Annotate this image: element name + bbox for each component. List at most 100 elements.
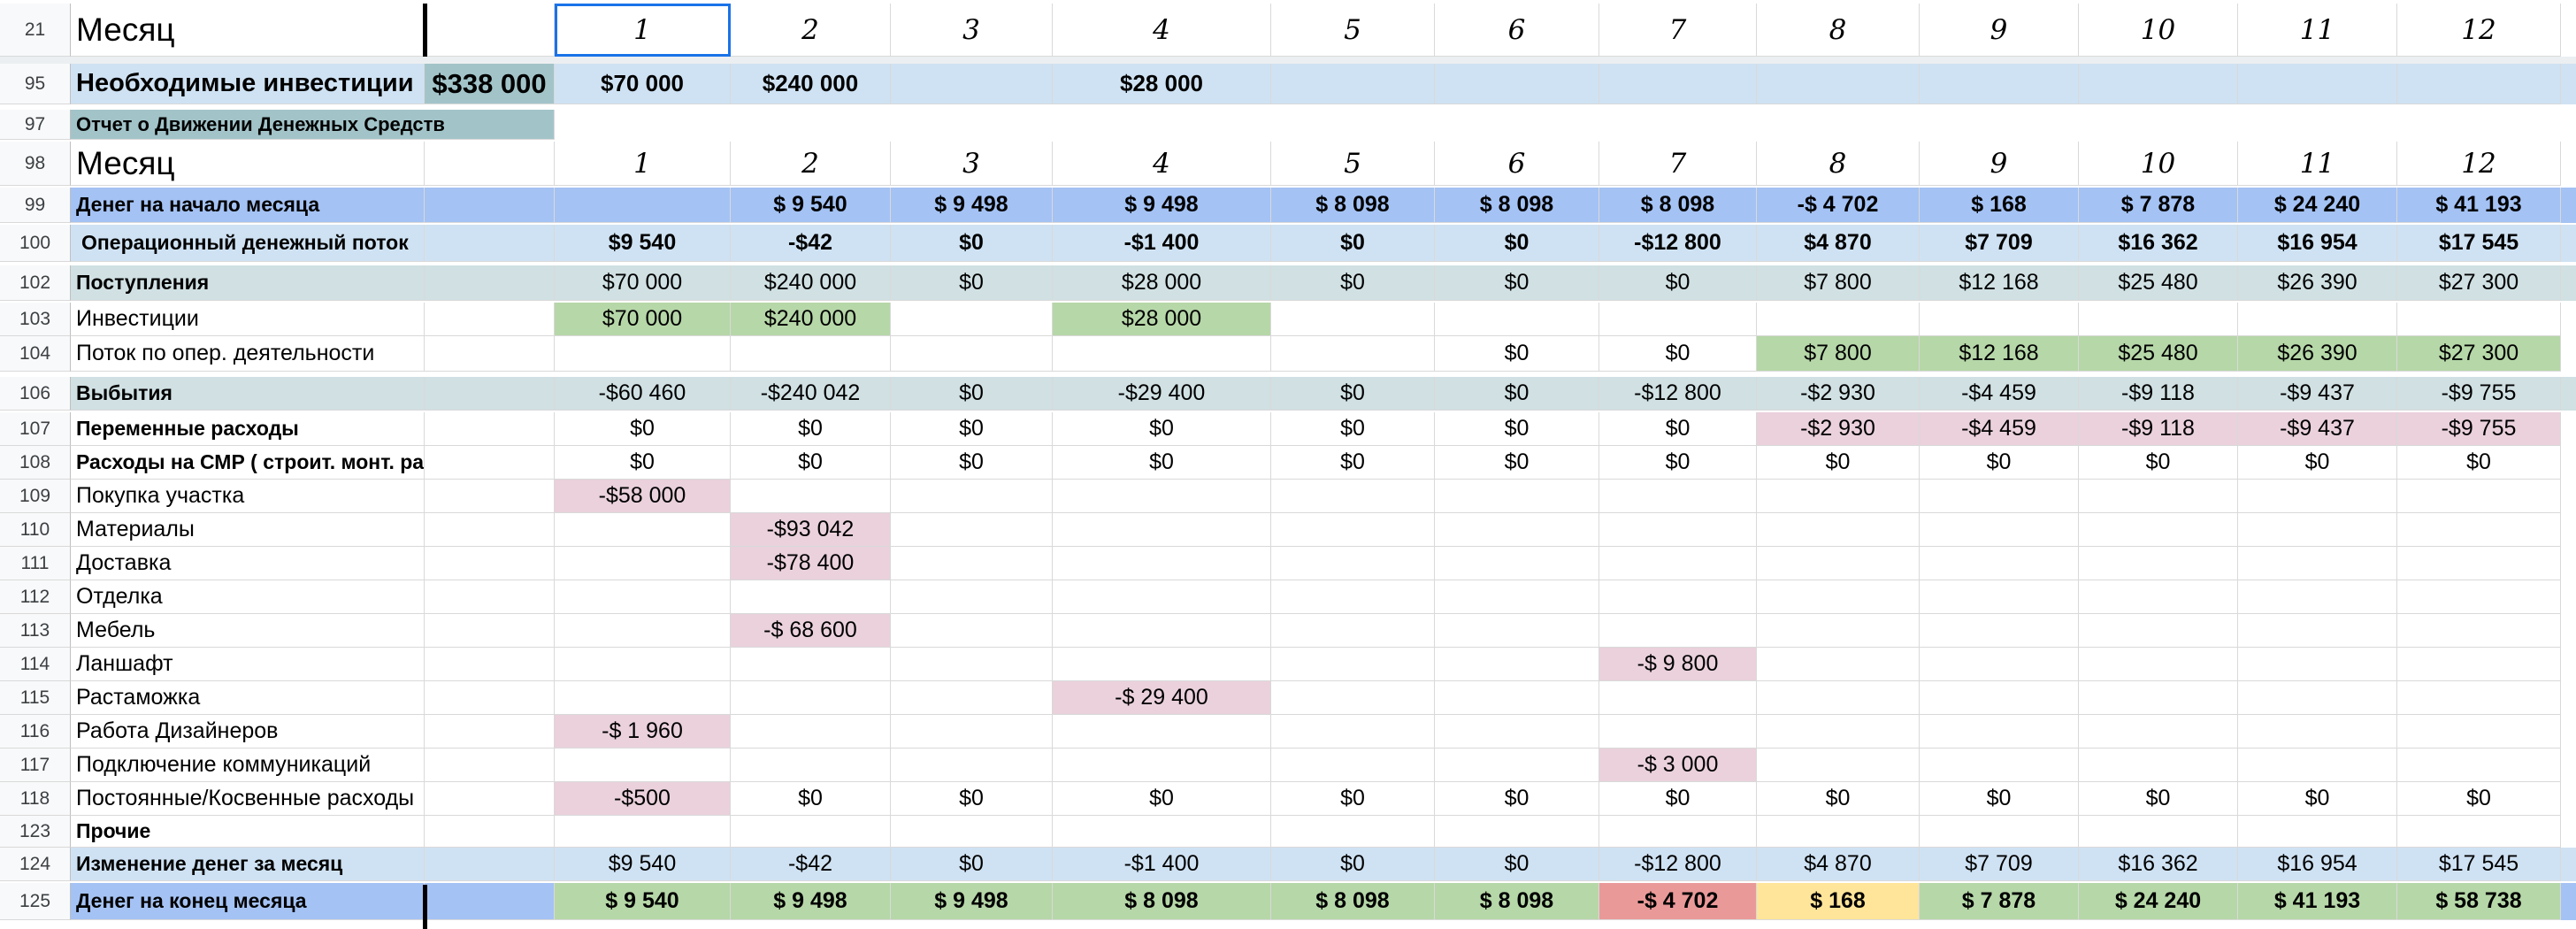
row-label[interactable]: Отделка bbox=[71, 580, 425, 614]
row-header-103[interactable]: 103 bbox=[0, 303, 71, 336]
row-label-extra[interactable] bbox=[425, 547, 555, 580]
value-cell[interactable] bbox=[555, 188, 731, 223]
value-cell[interactable]: $27 300 bbox=[2397, 336, 2561, 372]
row-header-125[interactable]: 125 bbox=[0, 883, 71, 920]
row-label-extra[interactable] bbox=[425, 648, 555, 681]
value-cell[interactable] bbox=[731, 715, 891, 749]
value-cell[interactable]: -$9 118 bbox=[2079, 377, 2238, 411]
value-cell[interactable]: $0 bbox=[731, 446, 891, 480]
value-cell[interactable] bbox=[1920, 480, 2079, 513]
value-cell[interactable]: $70 000 bbox=[555, 265, 731, 301]
value-cell[interactable]: $0 bbox=[1271, 782, 1435, 816]
row-label-extra[interactable] bbox=[425, 303, 555, 336]
row-header-100[interactable]: 100 bbox=[0, 225, 71, 262]
month-header-cell[interactable]: 1 bbox=[555, 4, 731, 57]
value-cell[interactable] bbox=[891, 513, 1053, 547]
row-label[interactable]: Выбытия bbox=[71, 377, 425, 411]
row-label-extra[interactable] bbox=[425, 580, 555, 614]
row-label-extra[interactable] bbox=[425, 225, 555, 262]
value-cell[interactable]: $0 bbox=[1435, 446, 1599, 480]
month-header-cell[interactable]: 11 bbox=[2238, 4, 2397, 57]
value-cell[interactable]: $16 954 bbox=[2238, 848, 2397, 881]
value-cell[interactable] bbox=[731, 681, 891, 715]
value-cell[interactable] bbox=[1053, 749, 1271, 782]
value-cell[interactable]: $7 800 bbox=[1757, 265, 1920, 301]
value-cell[interactable] bbox=[2238, 303, 2397, 336]
value-cell[interactable]: $0 bbox=[891, 412, 1053, 446]
value-cell[interactable] bbox=[1757, 816, 1920, 848]
value-cell[interactable]: $0 bbox=[891, 377, 1053, 411]
value-cell[interactable] bbox=[2079, 749, 2238, 782]
value-cell[interactable] bbox=[891, 681, 1053, 715]
value-cell[interactable] bbox=[2238, 614, 2397, 648]
row-header-21[interactable]: 21 bbox=[0, 4, 71, 57]
row-label-extra[interactable] bbox=[425, 4, 555, 57]
value-cell[interactable]: $0 bbox=[891, 848, 1053, 881]
value-cell[interactable]: -$9 118 bbox=[2079, 412, 2238, 446]
value-cell[interactable]: -$4 459 bbox=[1920, 412, 2079, 446]
value-cell[interactable] bbox=[2238, 64, 2397, 104]
value-cell[interactable] bbox=[2079, 816, 2238, 848]
value-cell[interactable] bbox=[891, 64, 1053, 104]
month-header-cell[interactable]: 11 bbox=[2238, 142, 2397, 186]
value-cell[interactable]: $ 58 738 bbox=[2397, 883, 2561, 920]
row-label-extra[interactable] bbox=[425, 188, 555, 223]
value-cell[interactable] bbox=[891, 614, 1053, 648]
value-cell[interactable] bbox=[891, 547, 1053, 580]
value-cell[interactable] bbox=[2238, 681, 2397, 715]
value-cell[interactable] bbox=[1920, 816, 2079, 848]
value-cell[interactable] bbox=[1271, 64, 1435, 104]
value-cell[interactable] bbox=[1757, 614, 1920, 648]
value-cell[interactable] bbox=[2238, 513, 2397, 547]
value-cell[interactable] bbox=[1271, 480, 1435, 513]
value-cell[interactable] bbox=[2397, 715, 2561, 749]
value-cell[interactable]: $240 000 bbox=[731, 64, 891, 104]
value-cell[interactable] bbox=[1271, 336, 1435, 372]
value-cell[interactable] bbox=[1757, 715, 1920, 749]
value-cell[interactable] bbox=[1757, 648, 1920, 681]
value-cell[interactable] bbox=[1599, 816, 1757, 848]
value-cell[interactable] bbox=[1271, 648, 1435, 681]
row-label[interactable]: Денег на начало месяца bbox=[71, 188, 425, 223]
value-cell[interactable] bbox=[555, 336, 731, 372]
month-header-cell[interactable]: 4 bbox=[1053, 142, 1271, 186]
value-cell[interactable]: $7 709 bbox=[1920, 848, 2079, 881]
value-cell[interactable]: $0 bbox=[1053, 782, 1271, 816]
value-cell[interactable] bbox=[1053, 648, 1271, 681]
value-cell[interactable]: $12 168 bbox=[1920, 265, 2079, 301]
value-cell[interactable] bbox=[555, 648, 731, 681]
value-cell[interactable]: $ 8 098 bbox=[1435, 883, 1599, 920]
value-cell[interactable]: $26 390 bbox=[2238, 265, 2397, 301]
value-cell[interactable] bbox=[1757, 303, 1920, 336]
value-cell[interactable]: $9 540 bbox=[555, 225, 731, 262]
row-label-extra[interactable] bbox=[425, 412, 555, 446]
value-cell[interactable] bbox=[1599, 614, 1757, 648]
value-cell[interactable] bbox=[891, 336, 1053, 372]
value-cell[interactable] bbox=[2079, 547, 2238, 580]
month-header-cell[interactable]: 6 bbox=[1435, 4, 1599, 57]
value-cell[interactable]: $0 bbox=[1920, 446, 2079, 480]
row-label[interactable]: Месяц bbox=[71, 4, 425, 57]
value-cell[interactable]: $ 9 498 bbox=[891, 883, 1053, 920]
row-label-extra[interactable] bbox=[425, 265, 555, 301]
row-header-114[interactable]: 114 bbox=[0, 648, 71, 681]
value-cell[interactable]: -$500 bbox=[555, 782, 731, 816]
row-label[interactable]: Подключение коммуникаций bbox=[71, 749, 425, 782]
value-cell[interactable] bbox=[1599, 715, 1757, 749]
value-cell[interactable]: $27 300 bbox=[2397, 265, 2561, 301]
row-label-extra[interactable] bbox=[425, 513, 555, 547]
value-cell[interactable] bbox=[1920, 547, 2079, 580]
value-cell[interactable] bbox=[891, 480, 1053, 513]
value-cell[interactable] bbox=[1920, 513, 2079, 547]
value-cell[interactable]: $0 bbox=[891, 782, 1053, 816]
value-cell[interactable] bbox=[1435, 513, 1599, 547]
value-cell[interactable]: $ 8 098 bbox=[1599, 188, 1757, 223]
row-label[interactable]: Изменение денег за месяц bbox=[71, 848, 425, 881]
month-header-cell[interactable]: 2 bbox=[731, 142, 891, 186]
value-cell[interactable]: $0 bbox=[891, 265, 1053, 301]
value-cell[interactable] bbox=[2079, 580, 2238, 614]
row-label[interactable]: Денег на конец месяца bbox=[71, 883, 425, 920]
value-cell[interactable] bbox=[2397, 749, 2561, 782]
row-label-extra[interactable] bbox=[425, 848, 555, 881]
value-cell[interactable]: -$ 4 702 bbox=[1599, 883, 1757, 920]
